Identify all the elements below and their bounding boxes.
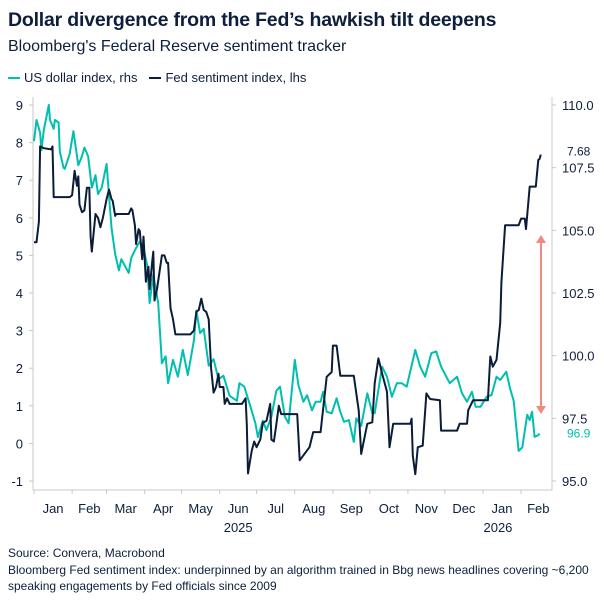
left-tick-label: 6 [16,211,23,226]
footer-note: Bloomberg Fed sentiment index: underpinn… [8,563,589,593]
x-tick-label: Apr [153,501,174,516]
legend-item-dollar: US dollar index, rhs [8,70,137,85]
x-tick-label: Aug [302,501,325,516]
x-tick-label: Feb [527,501,549,516]
legend-item-fed: Fed sentiment index, lhs [149,70,306,85]
right-tick-label: 107.5 [562,161,595,176]
legend-swatch-fed [149,76,162,79]
fed-end-label: 7.68 [567,145,591,159]
left-tick-label: 7 [16,173,23,188]
right-tick-label: 105.0 [562,223,595,238]
right-tick-label: 102.5 [562,286,595,301]
left-tick-label: 1 [16,399,23,414]
x-tick-label: Mar [114,501,137,516]
chart-title: Dollar divergence from the Fed’s hawkish… [8,9,497,31]
x-tick-label: Oct [379,501,400,516]
right-tick-label: 95.0 [562,474,587,489]
left-tick-label: 5 [16,248,23,263]
legend-label-fed: Fed sentiment index, lhs [165,70,307,85]
legend-label-dollar: US dollar index, rhs [24,70,138,85]
right-tick-label: 100.0 [562,349,595,364]
left-tick-label: -1 [11,474,23,489]
left-tick-label: 8 [16,136,23,151]
x-tick-label: Jun [228,501,249,516]
left-tick-label: 0 [16,436,23,451]
x-year-label: 2025 [224,520,253,535]
right-tick-label: 97.5 [562,411,587,426]
dollar-index-line [33,104,541,452]
x-tick-label: Dec [452,501,476,516]
chart-subtitle: Bloomberg's Federal Reserve sentiment tr… [8,38,347,55]
x-tick-label: May [188,501,213,516]
left-tick-label: 9 [16,98,23,113]
footer-source: Source: Convera, Macrobond [8,546,165,560]
arrow-head-up [536,235,546,243]
x-tick-label: Jan [492,501,513,516]
x-tick-label: Jul [267,501,284,516]
arrow-head-down [536,406,546,414]
left-tick-label: 2 [16,361,23,376]
x-tick-label: Nov [415,501,439,516]
left-tick-label: 4 [16,286,23,301]
fed-sentiment-line [34,145,542,476]
x-tick-label: Jan [43,501,64,516]
x-tick-label: Sep [340,501,363,516]
x-tick-label: Feb [78,501,100,516]
right-tick-label: 110.0 [562,98,594,113]
dollar-end-label: 96.9 [567,426,591,440]
x-year-label: 2026 [483,520,512,535]
legend-swatch-dollar [8,76,20,79]
left-tick-label: 3 [16,324,23,339]
legend: US dollar index, rhs Fed sentiment index… [8,70,306,85]
